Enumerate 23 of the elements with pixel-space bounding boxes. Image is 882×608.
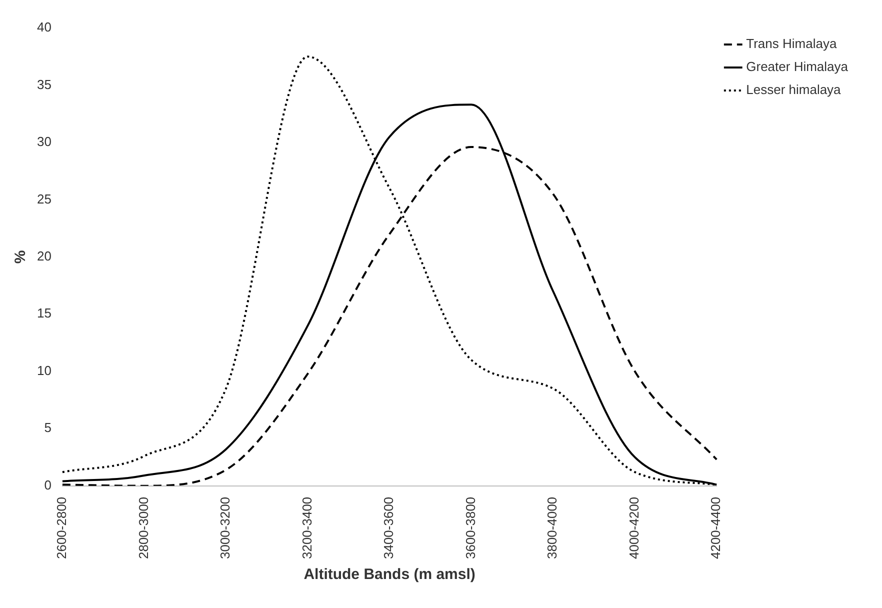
legend-label: Greater Himalaya xyxy=(746,59,849,74)
y-tick-label: 20 xyxy=(36,248,52,264)
y-tick-label: 40 xyxy=(36,20,52,35)
x-tick-label: 2600-2800 xyxy=(54,496,70,560)
x-tick-label: 3200-3400 xyxy=(299,496,314,560)
legend-label: Trans Himalaya xyxy=(746,36,838,52)
y-tick-label: 10 xyxy=(36,362,52,378)
x-tick-label: 4000-4200 xyxy=(626,496,642,560)
y-tick-label: 25 xyxy=(36,191,52,206)
x-tick-label: 3000-3200 xyxy=(218,496,233,560)
x-tick-label: 3400-3600 xyxy=(381,496,396,560)
y-tick-label: 30 xyxy=(36,134,52,150)
y-axis-title: % xyxy=(12,250,30,264)
x-tick-label: 2800-3000 xyxy=(136,496,151,560)
x-axis-title: Altitude Bands (m amsl) xyxy=(304,566,476,584)
y-tick-label: 5 xyxy=(44,420,52,436)
x-tick-label: 4200-4400 xyxy=(708,496,724,560)
legend-label: Lesser himalaya xyxy=(746,82,842,98)
x-tick-label: 3600-3800 xyxy=(462,496,478,560)
y-tick-label: 15 xyxy=(36,306,52,321)
y-tick-label: 35 xyxy=(36,76,52,92)
y-tick-label: 0 xyxy=(44,477,52,492)
x-tick-label: 3800-4000 xyxy=(544,496,560,560)
